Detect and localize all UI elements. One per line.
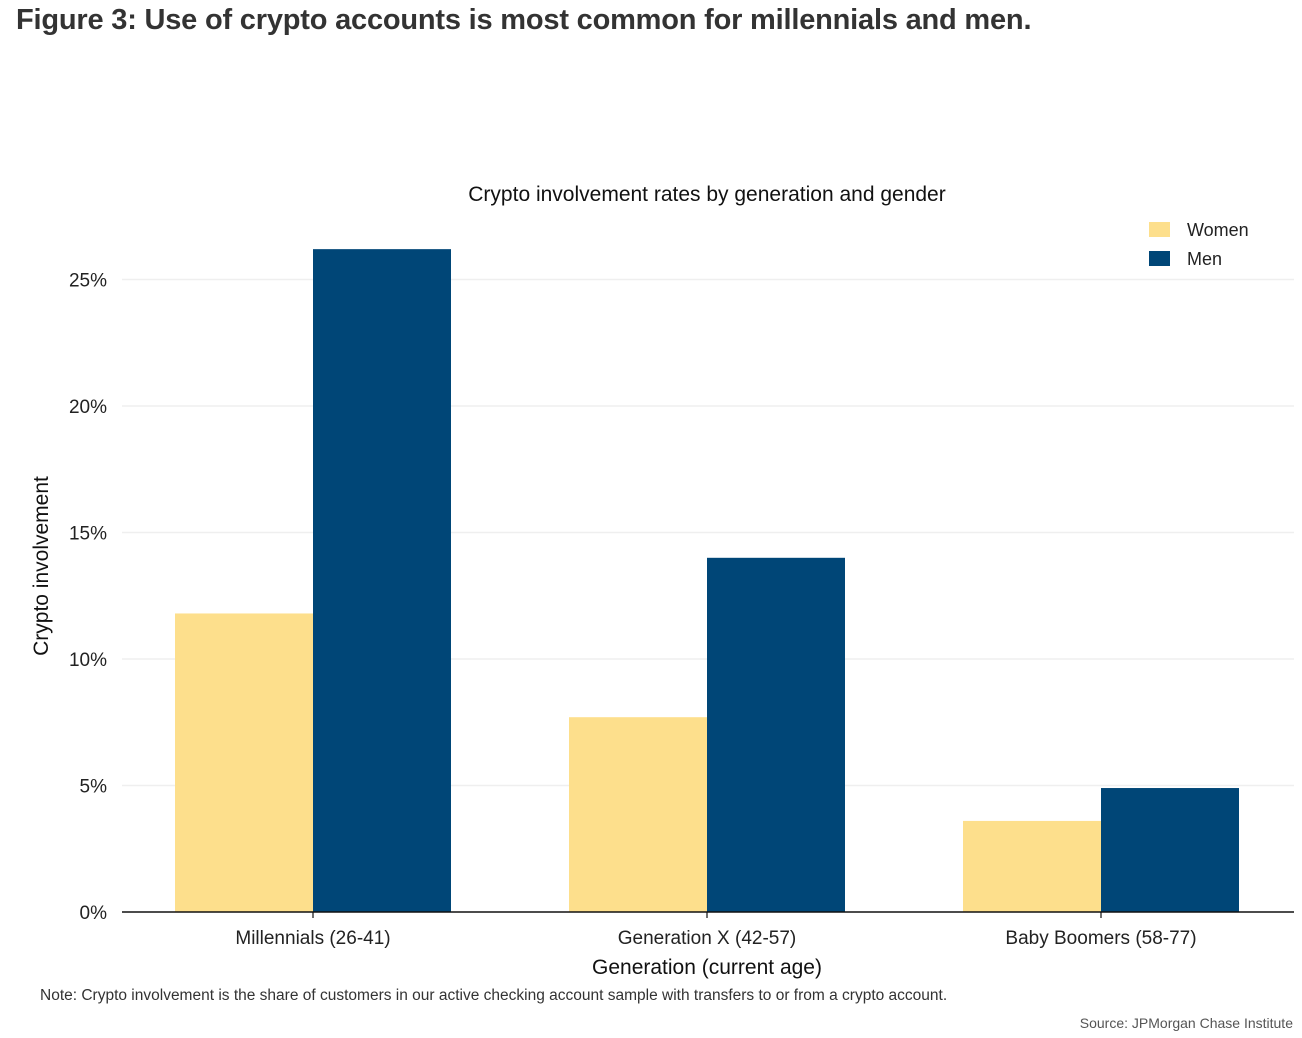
y-tick-label: 25% [69, 271, 107, 292]
figure-note: Note: Crypto involvement is the share of… [40, 987, 948, 1004]
y-tick-label: 10% [69, 650, 107, 671]
figure-source: Source: JPMorgan Chase Institute [1079, 1015, 1293, 1031]
bar-women-2 [569, 717, 707, 912]
axes: 0% 5% 10% 15% 20% 25% Millennials (26-41) Gener… [69, 271, 1294, 949]
x-axis-label: Generation (current age) [592, 956, 822, 979]
bar-men-2 [707, 557, 845, 912]
x-tick-label: Generation X (42-57) [618, 928, 797, 949]
y-tick-label: 0% [80, 903, 108, 924]
legend-label-women: Women [1187, 220, 1249, 240]
x-tick-label: Baby Boomers (58-77) [1005, 928, 1196, 949]
y-tick-label: 20% [69, 397, 107, 418]
bars [175, 249, 1239, 912]
bar-men-1 [313, 249, 451, 912]
chart-title: Crypto involvement rates by generation a… [468, 183, 945, 206]
x-tick-label: Millennials (26-41) [235, 928, 390, 949]
figure-title: Figure 3: Use of crypto accounts is most… [16, 4, 1032, 36]
y-tick-label: 5% [80, 777, 108, 798]
legend-label-men: Men [1187, 249, 1222, 269]
y-axis-label: Crypto involvement [30, 476, 53, 656]
bar-women-1 [175, 613, 313, 912]
bar-women-3 [963, 820, 1101, 912]
y-tick-label: 15% [69, 524, 107, 545]
legend-swatch-men [1149, 251, 1170, 266]
legend-swatch-women [1149, 222, 1170, 237]
legend: Women Men [1149, 220, 1249, 269]
bar-men-3 [1101, 788, 1239, 912]
